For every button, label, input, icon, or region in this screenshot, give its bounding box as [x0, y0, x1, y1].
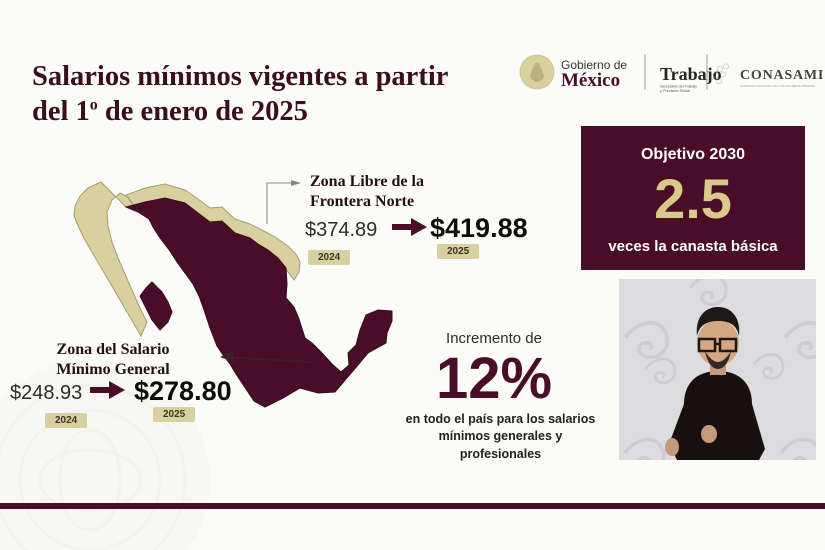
- svg-text:Trabajo: Trabajo: [660, 64, 722, 84]
- svg-text:COMISIÓN NACIONAL DE LOS SALAR: COMISIÓN NACIONAL DE LOS SALARIOS MÍNIMO…: [740, 83, 815, 88]
- svg-text:México: México: [561, 70, 620, 91]
- svg-text:y Previsión Social: y Previsión Social: [660, 89, 690, 93]
- svg-text:CONASAMI: CONASAMI: [740, 68, 824, 83]
